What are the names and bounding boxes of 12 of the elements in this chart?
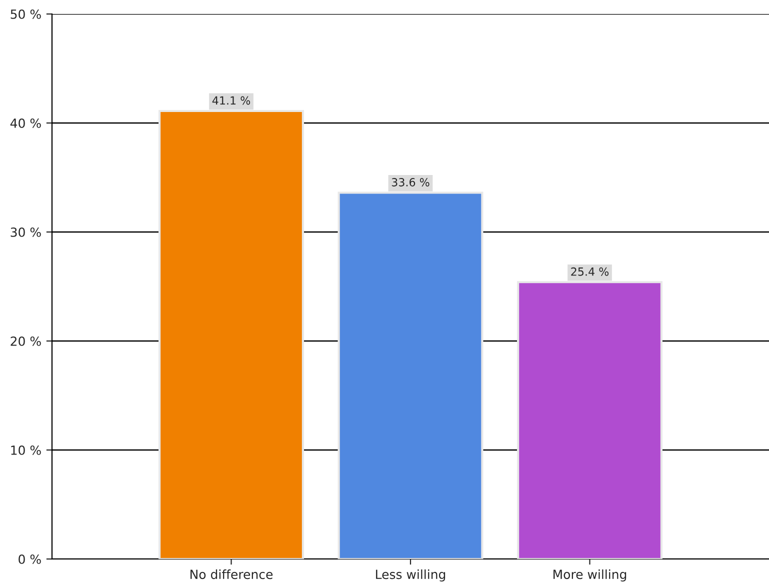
y-tick-label: 20 % [10,336,41,346]
data-label: 33.6 % [392,178,430,186]
y-tick-label: 40 % [10,118,41,128]
y-tick-label: 0 % [18,554,41,564]
data-label: 25.4 % [571,267,609,276]
x-tick-label: More willing [554,569,626,582]
x-tick-label: No difference [190,569,273,580]
y-tick-label: 10 % [11,445,41,455]
x-tick-label: Less willing [376,569,446,582]
y-tick-label: 50 % [10,9,41,19]
y-tick-label: 30 % [10,227,41,237]
data-label: 41.1 % [212,96,250,105]
